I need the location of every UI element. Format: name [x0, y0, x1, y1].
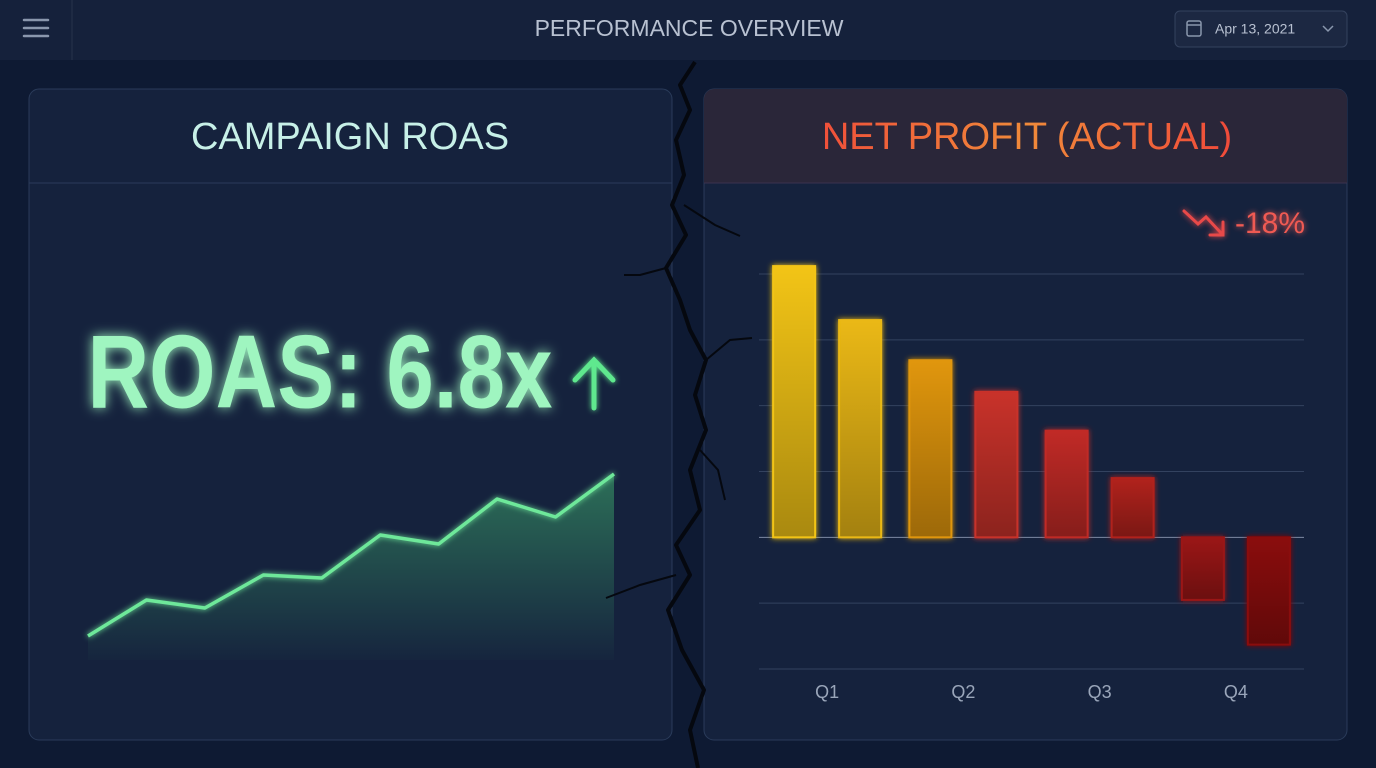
bar-shade [840, 321, 881, 537]
menu-button[interactable] [22, 18, 50, 38]
bar-shade [774, 267, 815, 537]
bar-shade [1046, 431, 1087, 537]
bar-shade [1182, 538, 1223, 599]
bar-shade [1248, 538, 1289, 644]
panel-title: NET PROFIT (ACTUAL) [822, 116, 1232, 158]
panel-header [704, 89, 1347, 183]
crack [624, 267, 667, 276]
crack [705, 337, 753, 361]
down-arrow [1182, 209, 1225, 237]
panel-title: CAMPAIGN ROAS [191, 116, 509, 158]
crack [605, 574, 677, 599]
up-arrow [572, 356, 616, 411]
x-tick-label: Q2 [951, 682, 975, 702]
roas-headline: ROAS: 6.8x [88, 314, 553, 430]
crack [664, 60, 708, 768]
top-bar [0, 0, 1376, 60]
date-label: Apr 13, 2021 [1215, 21, 1295, 37]
bar-shade [1112, 479, 1153, 537]
date-picker[interactable]: Apr 13, 2021 [1174, 10, 1348, 48]
x-tick-label: Q3 [1088, 682, 1112, 702]
roas-line [87, 472, 616, 638]
x-tick-label: Q4 [1224, 682, 1248, 702]
bar-shade [976, 392, 1017, 537]
x-tick-label: Q1 [815, 682, 839, 702]
crack [699, 449, 726, 501]
crack [683, 204, 741, 237]
bar-shade [910, 361, 951, 537]
area-fill [88, 474, 614, 660]
change-annotation: -18% [1235, 207, 1305, 240]
page-title: PERFORMANCE OVERVIEW [535, 15, 844, 41]
